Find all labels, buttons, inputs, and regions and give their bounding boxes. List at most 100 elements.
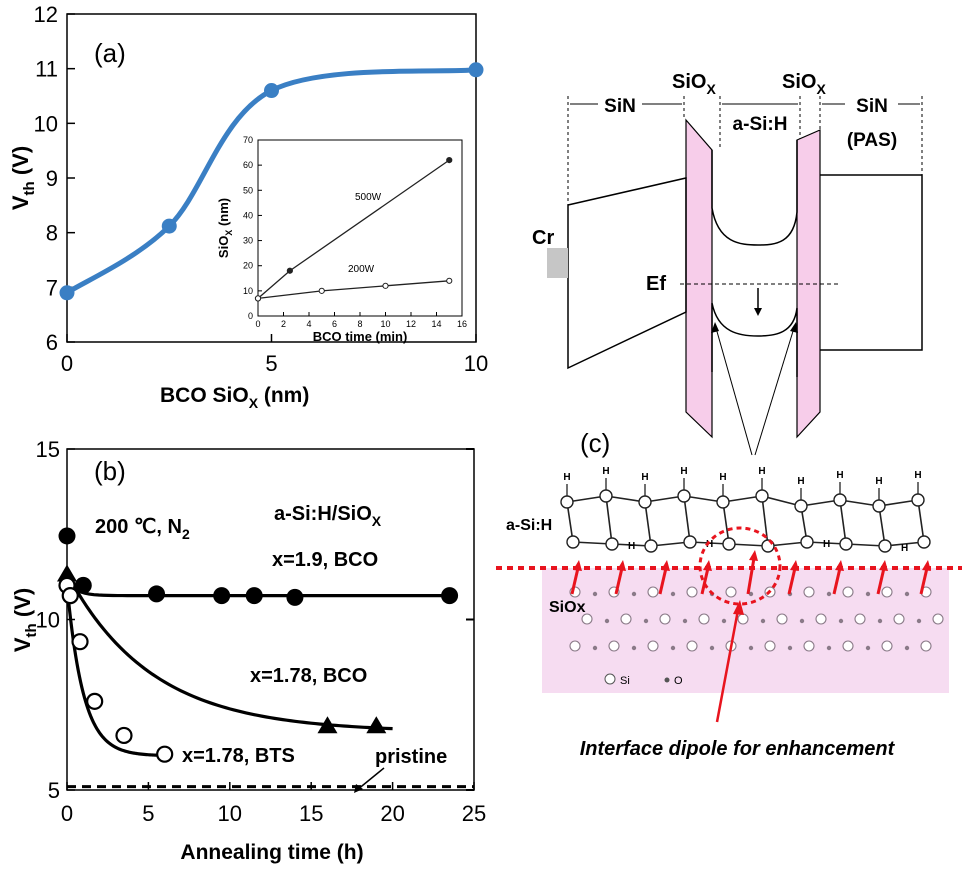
oxide-o-atom bbox=[799, 618, 805, 624]
panel-b-label: (b) bbox=[94, 456, 126, 486]
oxide-o-atom bbox=[748, 591, 754, 597]
a-data-point bbox=[161, 218, 177, 234]
si-atom bbox=[677, 489, 691, 503]
inset-ytick-label: 20 bbox=[243, 261, 253, 271]
band-sin-left bbox=[567, 177, 687, 370]
legend-o-marker bbox=[664, 677, 670, 683]
oxide-si-atom bbox=[854, 613, 866, 625]
b-ytick-label: 15 bbox=[36, 437, 60, 462]
b-xtick-label: 25 bbox=[462, 801, 486, 826]
h-atom-label: H bbox=[602, 466, 609, 477]
si-atom bbox=[872, 499, 886, 513]
si-atom bbox=[755, 489, 769, 503]
b-xtick-label: 15 bbox=[299, 801, 323, 826]
dipole-arrowhead bbox=[835, 560, 844, 571]
inset-data-point bbox=[446, 157, 453, 164]
a-xtick-label: 0 bbox=[61, 351, 73, 376]
annotation-s3: x=1.78, BTS bbox=[182, 745, 295, 767]
oxide-si-atom bbox=[815, 613, 827, 625]
annotation-s1: x=1.9, BCO bbox=[272, 549, 378, 571]
inset-xtick-label: 8 bbox=[357, 319, 362, 329]
inset-data-point bbox=[318, 287, 325, 294]
oxide-si-atom bbox=[737, 613, 749, 625]
si-atom bbox=[716, 495, 730, 509]
oxide-o-atom bbox=[631, 591, 637, 597]
dipole-arrow bbox=[876, 567, 886, 595]
oxide-o-atom bbox=[631, 645, 637, 651]
oxide-o-atom bbox=[826, 645, 832, 651]
oxide-si-atom bbox=[659, 613, 671, 625]
cr-electrode bbox=[547, 248, 568, 278]
oxide-si-atom bbox=[881, 640, 893, 652]
b-point-open bbox=[61, 587, 79, 605]
oxide-o-atom bbox=[865, 591, 871, 597]
legend-si-marker bbox=[604, 673, 616, 685]
b-xtick-label: 0 bbox=[61, 801, 73, 826]
a-ytick-label: 9 bbox=[46, 166, 58, 191]
label-sin-right: SiN bbox=[856, 96, 888, 117]
oxide-o-atom bbox=[760, 618, 766, 624]
panel-a-curve bbox=[64, 67, 479, 296]
inset-frame bbox=[257, 139, 463, 317]
dipole-arrow bbox=[746, 557, 756, 595]
oxide-si-atom bbox=[842, 586, 854, 598]
b-trend-curve bbox=[65, 585, 167, 758]
panel-c-label: (c) bbox=[580, 428, 610, 458]
label-asih-structure: a-Si:H bbox=[506, 517, 552, 534]
oxide-si-atom bbox=[893, 613, 905, 625]
dipole-arrow bbox=[614, 567, 624, 595]
pointer-right bbox=[754, 327, 795, 456]
dipole-arrowhead bbox=[573, 560, 582, 571]
caption-arrow bbox=[715, 609, 740, 723]
b-point-open bbox=[86, 692, 104, 710]
oxide-o-atom bbox=[877, 618, 883, 624]
label-sin-left: SiN bbox=[604, 96, 636, 117]
oxide-o-atom bbox=[670, 591, 676, 597]
a-xtick-label: 5 bbox=[265, 351, 277, 376]
si-atom bbox=[917, 535, 931, 549]
b-point-open bbox=[156, 745, 174, 763]
oxide-o-atom bbox=[787, 645, 793, 651]
oxide-si-atom bbox=[620, 613, 632, 625]
oxide-o-atom bbox=[682, 618, 688, 624]
b-ytick-label: 10 bbox=[36, 608, 60, 633]
si-atom bbox=[800, 535, 814, 549]
label-siox-left: SiOX bbox=[672, 71, 716, 97]
b-point-filled bbox=[245, 587, 263, 605]
oxide-si-atom bbox=[698, 613, 710, 625]
panel-b-xlabel: Annealing time (h) bbox=[180, 841, 363, 864]
si-atom bbox=[794, 499, 808, 513]
inset-ytick-label: 70 bbox=[243, 135, 253, 145]
b-point-filled bbox=[74, 576, 92, 594]
a-data-point bbox=[59, 285, 75, 301]
inset-xtick-label: 10 bbox=[380, 319, 390, 329]
si-atom bbox=[566, 535, 580, 549]
dipole-arrowhead bbox=[617, 560, 626, 571]
panel-a-xlabel: BCO SiOX (nm) bbox=[160, 384, 309, 411]
si-atom bbox=[722, 537, 736, 551]
a-data-point bbox=[468, 62, 484, 78]
oxide-o-atom bbox=[904, 591, 910, 597]
band-asih-conduction bbox=[711, 140, 798, 246]
band-sin-right bbox=[820, 174, 923, 351]
dipole-highlight bbox=[698, 526, 782, 606]
b-xtick-label: 20 bbox=[380, 801, 404, 826]
si-atom bbox=[638, 495, 652, 509]
dipole-arrow bbox=[700, 567, 710, 595]
label-ef: Ef bbox=[646, 273, 666, 295]
inset-data-point bbox=[446, 277, 453, 284]
si-atom bbox=[644, 539, 658, 553]
caption: Interface dipole for enhancement bbox=[580, 738, 896, 760]
inset-ytick-label: 10 bbox=[243, 286, 253, 296]
dipole-arrowhead bbox=[879, 560, 888, 571]
h-atom-label: H bbox=[641, 472, 648, 483]
inset-ytick-label: 50 bbox=[243, 185, 253, 195]
si-atom bbox=[833, 493, 847, 507]
inset-xtick-label: 14 bbox=[431, 319, 441, 329]
inset-xtick-label: 6 bbox=[332, 319, 337, 329]
oxide-si-atom bbox=[776, 613, 788, 625]
h-atom-label: H bbox=[563, 472, 570, 483]
inset-ytick-label: 30 bbox=[243, 236, 253, 246]
